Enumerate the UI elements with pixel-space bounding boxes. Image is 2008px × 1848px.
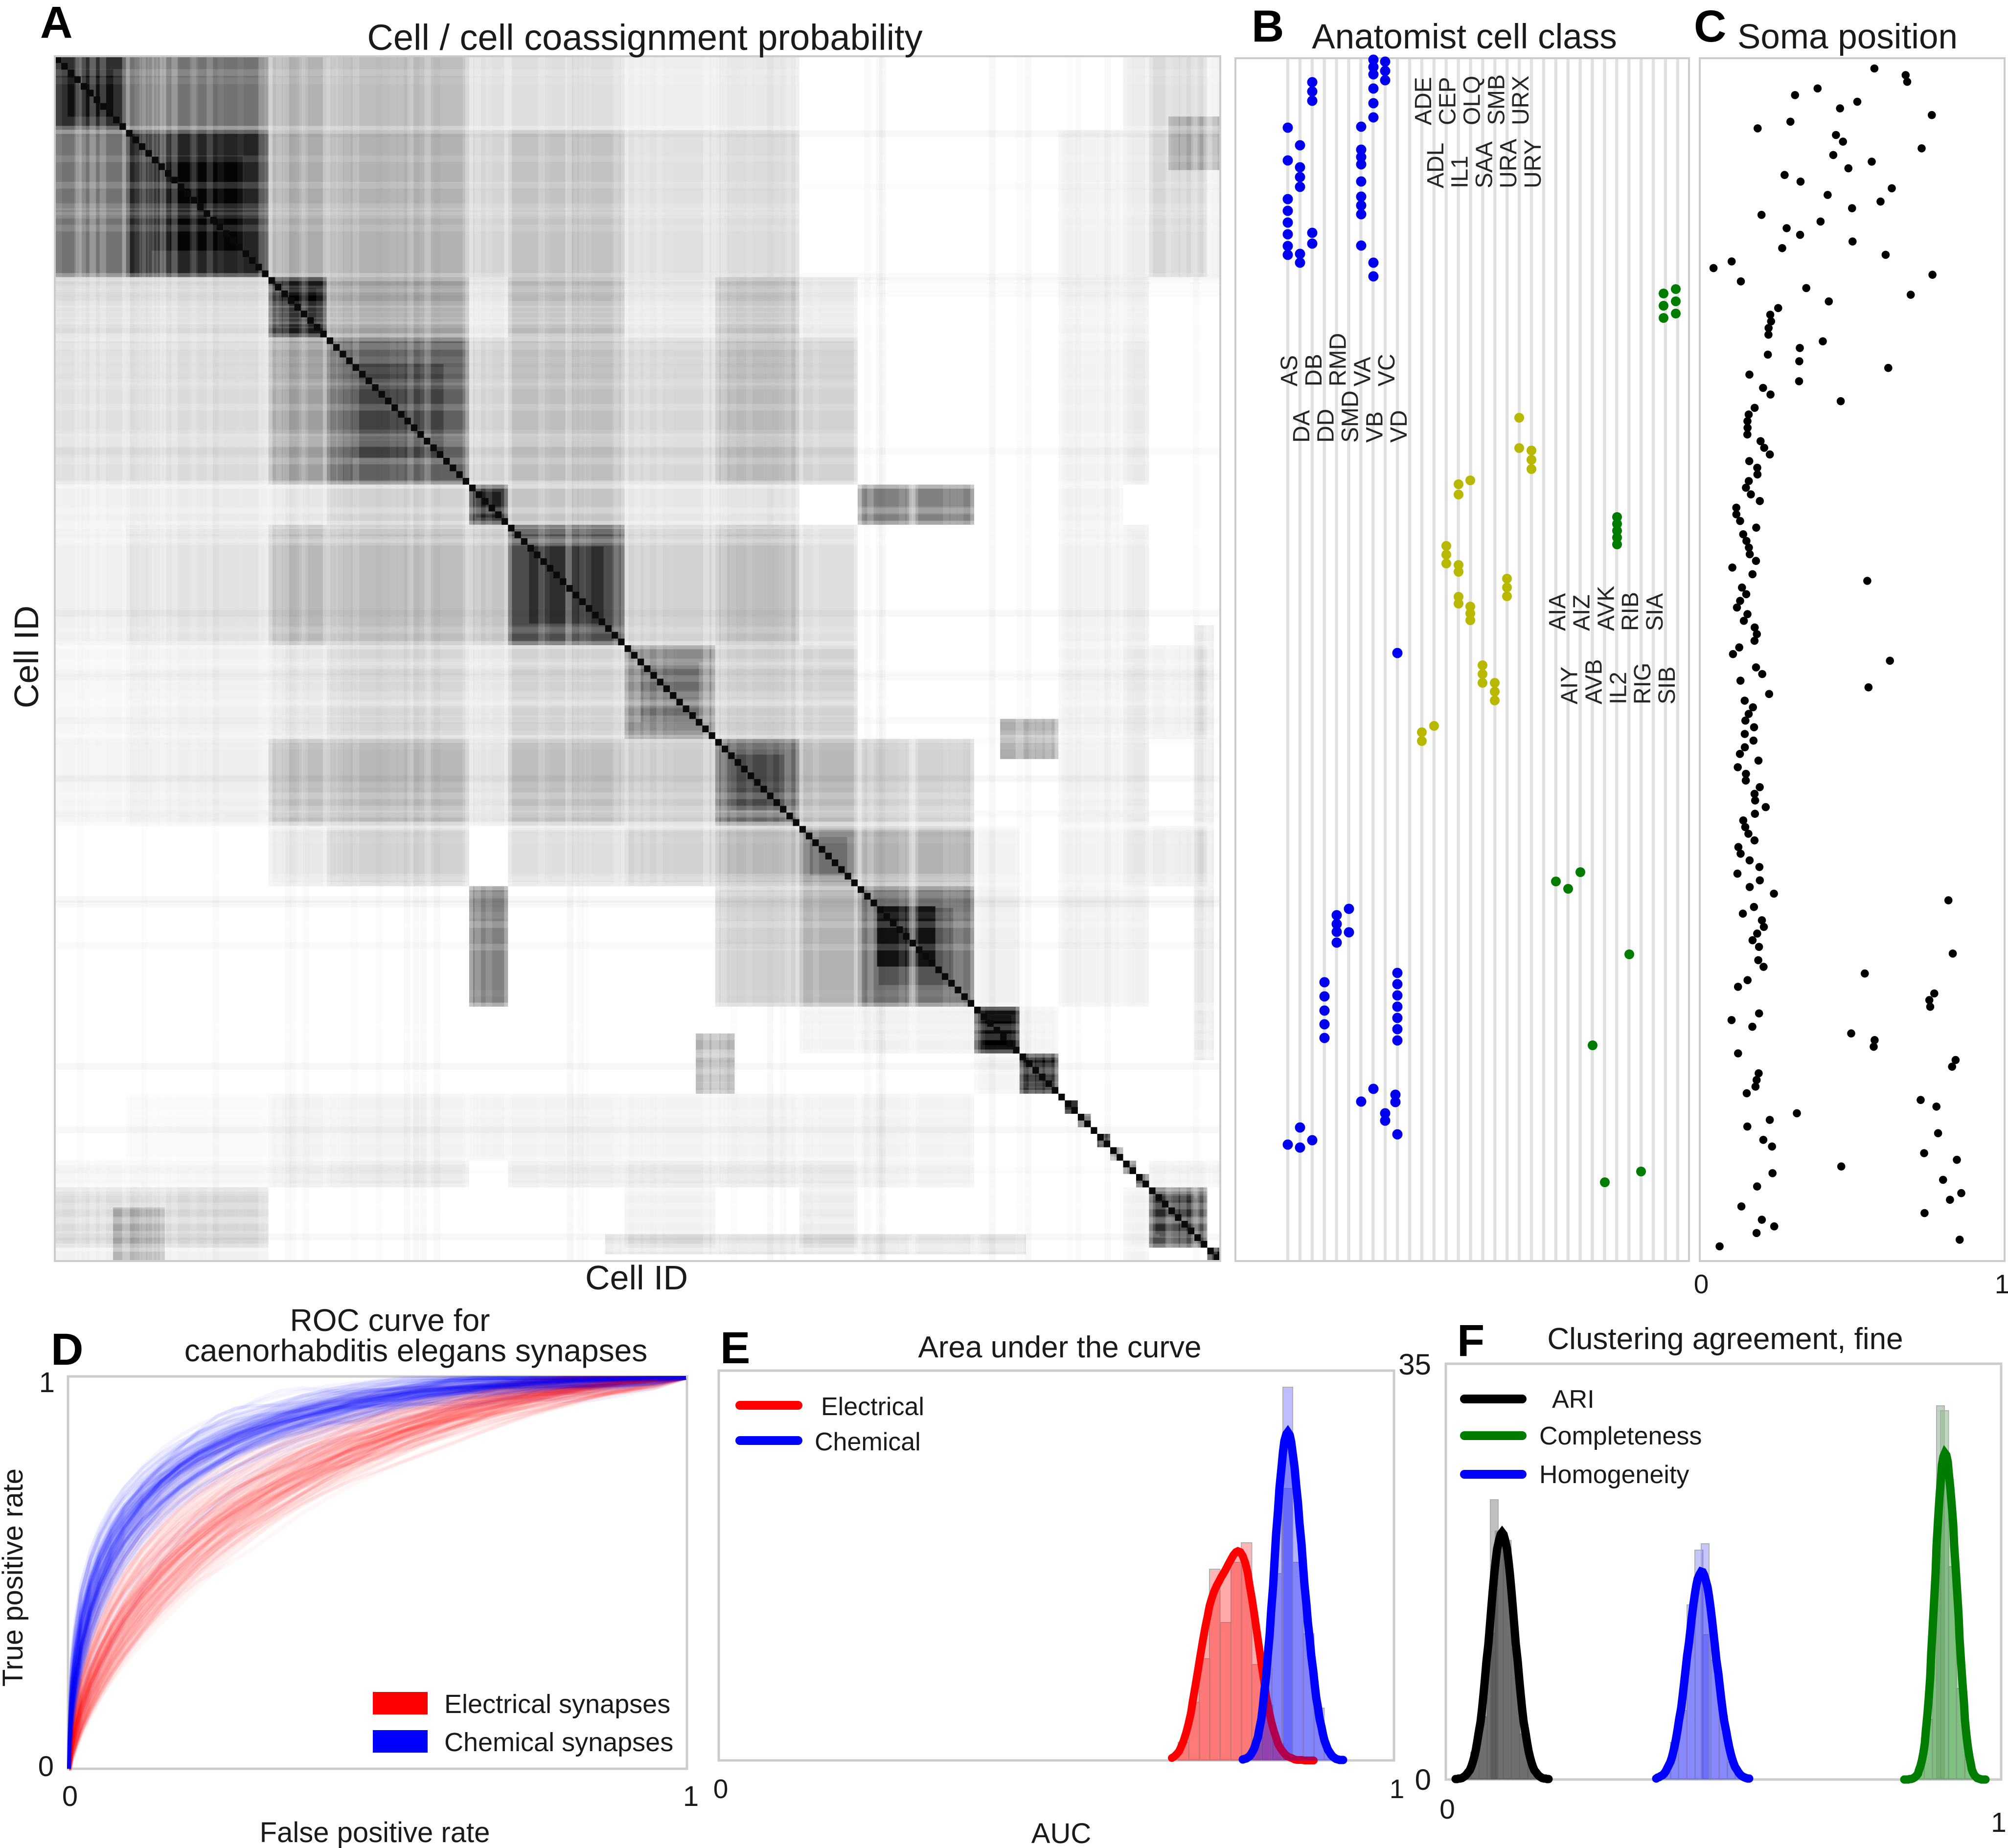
svg-text:URY: URY: [1520, 139, 1546, 188]
svg-text:1: 1: [1991, 1807, 2007, 1838]
svg-text:Completeness: Completeness: [1539, 1422, 1702, 1450]
svg-text:VB: VB: [1362, 411, 1388, 443]
svg-text:Homogeneity: Homogeneity: [1539, 1461, 1689, 1489]
svg-text:Cell / cell coassignment proba: Cell / cell coassignment probability: [367, 17, 922, 58]
svg-text:VD: VD: [1386, 410, 1412, 443]
svg-text:0: 0: [713, 1774, 729, 1804]
svg-text:DB: DB: [1301, 354, 1327, 386]
svg-text:Cell ID: Cell ID: [7, 606, 46, 708]
svg-text:SIB: SIB: [1654, 667, 1680, 704]
svg-text:A: A: [40, 0, 72, 47]
svg-text:Area under the curve: Area under the curve: [918, 1330, 1201, 1364]
svg-text:E: E: [720, 1323, 750, 1373]
svg-text:0: 0: [1439, 1794, 1455, 1825]
svg-text:ROC curve for: ROC curve for: [290, 1303, 490, 1338]
svg-text:ARI: ARI: [1552, 1385, 1595, 1414]
svg-text:SMD: SMD: [1338, 390, 1364, 443]
svg-text:RIB: RIB: [1618, 592, 1643, 631]
svg-text:Soma position: Soma position: [1737, 18, 1958, 56]
svg-text:SIA: SIA: [1642, 593, 1668, 631]
svg-text:caenorhabditis elegans synapse: caenorhabditis elegans synapses: [184, 1333, 647, 1368]
svg-text:AVK: AVK: [1593, 586, 1619, 631]
svg-text:IL1: IL1: [1447, 156, 1473, 188]
svg-text:1: 1: [39, 1367, 55, 1398]
svg-text:Anatomist cell class: Anatomist cell class: [1312, 18, 1617, 56]
svg-text:C: C: [1694, 1, 1726, 51]
svg-text:Electrical synapses: Electrical synapses: [444, 1690, 670, 1719]
svg-text:AIZ: AIZ: [1569, 594, 1595, 631]
svg-text:Clustering agreement, fine: Clustering agreement, fine: [1547, 1322, 1903, 1356]
svg-text:DD: DD: [1313, 409, 1339, 443]
svg-text:OLQ: OLQ: [1460, 76, 1485, 125]
svg-text:0: 0: [38, 1751, 54, 1782]
svg-text:Chemical synapses: Chemical synapses: [444, 1728, 673, 1757]
svg-text:AS: AS: [1277, 355, 1302, 386]
svg-text:Cell ID: Cell ID: [585, 1259, 688, 1297]
svg-text:SAA: SAA: [1471, 141, 1497, 188]
svg-text:DA: DA: [1289, 410, 1315, 443]
svg-text:RMD: RMD: [1325, 333, 1351, 386]
svg-text:Chemical: Chemical: [815, 1428, 921, 1456]
svg-text:ADE: ADE: [1411, 77, 1437, 125]
svg-text:0: 0: [1415, 1763, 1431, 1796]
svg-text:1: 1: [683, 1780, 699, 1812]
svg-text:URX: URX: [1508, 76, 1534, 125]
svg-text:Electrical: Electrical: [821, 1393, 924, 1421]
svg-text:VC: VC: [1374, 354, 1400, 386]
svg-text:AUC: AUC: [1031, 1818, 1091, 1848]
svg-text:F: F: [1457, 1316, 1484, 1366]
svg-text:VA: VA: [1349, 357, 1375, 386]
svg-text:IL2: IL2: [1605, 672, 1631, 704]
svg-text:AIA: AIA: [1545, 593, 1571, 631]
svg-text:True positive rate: True positive rate: [0, 1468, 29, 1687]
svg-text:AVB: AVB: [1581, 659, 1607, 704]
svg-text:False positive rate: False positive rate: [260, 1817, 490, 1848]
svg-text:35: 35: [1398, 1348, 1431, 1381]
svg-text:1: 1: [1995, 1269, 2008, 1299]
svg-text:SMB: SMB: [1483, 74, 1509, 125]
svg-text:B: B: [1252, 1, 1284, 51]
svg-text:1: 1: [1390, 1774, 1405, 1804]
svg-text:CEP: CEP: [1435, 77, 1461, 125]
svg-text:AIY: AIY: [1557, 667, 1583, 704]
svg-text:URA: URA: [1496, 139, 1522, 188]
svg-text:RIG: RIG: [1630, 663, 1656, 704]
svg-text:ADL: ADL: [1423, 143, 1449, 188]
svg-text:0: 0: [62, 1780, 78, 1812]
svg-text:D: D: [51, 1325, 83, 1375]
svg-text:0: 0: [1694, 1269, 1709, 1299]
